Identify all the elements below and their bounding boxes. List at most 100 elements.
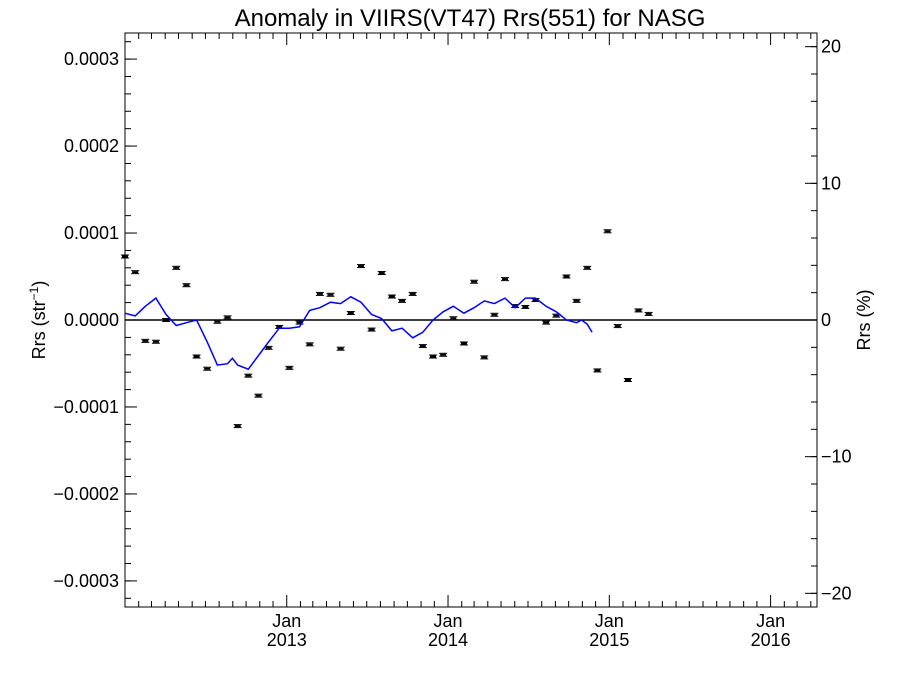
anomaly-marker xyxy=(543,321,550,324)
anomaly-marker xyxy=(512,305,519,308)
anomaly-point xyxy=(151,339,160,344)
anomaly-marker xyxy=(419,345,426,348)
anomaly-marker xyxy=(553,314,560,317)
anomaly-point xyxy=(131,270,140,275)
anomaly-marker xyxy=(132,271,139,274)
anomaly-marker xyxy=(224,316,231,319)
anomaly-point xyxy=(398,298,407,303)
left-tick-label: 0.0000 xyxy=(64,310,119,330)
anomaly-marker xyxy=(594,369,601,372)
anomaly-point xyxy=(285,365,294,370)
anomaly-point xyxy=(449,316,458,321)
x-tick-year: 2014 xyxy=(428,630,468,650)
right-tick-label: 20 xyxy=(821,37,841,57)
left-y-axis: 0.0003 0.0002 0.0001 0.0000 −0.0001 −0.0002 −0… xyxy=(53,41,137,599)
anomaly-point xyxy=(346,311,355,316)
anomaly-marker xyxy=(471,280,478,283)
anomaly-point xyxy=(480,355,489,360)
anomaly-point xyxy=(244,373,253,378)
anomaly-marker xyxy=(573,299,580,302)
anomaly-marker xyxy=(357,265,364,268)
anomaly-point xyxy=(121,254,129,259)
anomaly-marker xyxy=(122,255,128,258)
anomaly-point xyxy=(315,291,324,296)
x-tick-year: 2016 xyxy=(751,630,791,650)
anomaly-point xyxy=(367,327,376,332)
anomaly-point xyxy=(490,312,499,317)
anomaly-point xyxy=(254,393,263,398)
anomaly-point xyxy=(562,274,571,279)
x-tick-month: Jan xyxy=(756,611,785,631)
anomaly-marker xyxy=(163,319,170,321)
anomaly-marker xyxy=(563,275,570,278)
anomaly-marker xyxy=(152,340,159,343)
anomaly-marker xyxy=(388,295,395,298)
anomaly-marker xyxy=(306,343,313,346)
anomaly-marker xyxy=(584,266,591,269)
anomaly-point xyxy=(182,283,191,288)
anomaly-marker xyxy=(214,320,221,323)
anomaly-marker xyxy=(460,342,467,345)
anomaly-point xyxy=(141,338,150,343)
anomaly-marker xyxy=(378,272,385,275)
anomaly-point xyxy=(305,342,314,347)
anomaly-marker xyxy=(142,339,149,342)
anomaly-point xyxy=(356,264,365,269)
anomaly-marker xyxy=(327,293,334,296)
anomaly-marker xyxy=(532,298,539,301)
x-tick-month: Jan xyxy=(434,611,463,631)
anomaly-point xyxy=(326,292,335,297)
anomaly-point xyxy=(501,277,510,282)
chart-title: Anomaly in VIIRS(VT47) Rrs(551) for NASG xyxy=(235,5,706,32)
anomaly-point xyxy=(521,304,530,309)
anomaly-point xyxy=(542,320,551,325)
x-tick-month: Jan xyxy=(595,611,624,631)
percent-line xyxy=(124,295,593,371)
anomaly-point xyxy=(593,368,602,373)
anomaly-marker xyxy=(604,230,611,233)
anomaly-point xyxy=(203,366,212,371)
right-tick-label: −20 xyxy=(821,583,852,603)
anomaly-marker xyxy=(645,312,652,315)
anomaly-marker xyxy=(440,353,447,356)
percent-series-line xyxy=(124,295,593,371)
anomaly-marker xyxy=(368,328,375,331)
anomaly-point xyxy=(613,324,622,329)
anomaly-point xyxy=(459,341,468,346)
x-tick-year: 2015 xyxy=(589,630,629,650)
anomaly-point xyxy=(377,271,386,276)
anomaly-marker xyxy=(276,325,283,328)
right-tick-label: 10 xyxy=(821,173,841,193)
anomaly-marker xyxy=(204,367,211,370)
x-tick-month: Jan xyxy=(272,611,301,631)
left-tick-label: −0.0002 xyxy=(53,484,119,504)
anomaly-marker xyxy=(193,355,200,358)
anomaly-point xyxy=(572,298,581,303)
anomaly-marker xyxy=(450,317,457,320)
left-y-axis-label-superscript: −1 xyxy=(27,286,41,300)
anomaly-marker xyxy=(265,346,272,349)
right-tick-label: 0 xyxy=(821,310,831,330)
left-tick-label: 0.0002 xyxy=(64,136,119,156)
anomaly-marker xyxy=(286,366,293,369)
anomaly-point xyxy=(172,265,181,270)
anomaly-point xyxy=(603,229,612,234)
anomaly-point xyxy=(583,265,592,270)
anomaly-point xyxy=(192,354,201,359)
anomaly-marker xyxy=(173,266,180,269)
anomaly-marker xyxy=(183,284,190,287)
anomaly-point xyxy=(387,294,396,299)
right-y-axis: 20 10 0 −10 −20 xyxy=(805,37,852,603)
anomaly-marker xyxy=(337,347,344,350)
anomaly-marker xyxy=(296,321,303,324)
anomaly-point xyxy=(223,315,232,320)
anomaly-marker xyxy=(409,292,416,295)
anomaly-marker xyxy=(522,305,529,308)
left-tick-label: −0.0003 xyxy=(53,571,119,591)
left-tick-label: 0.0001 xyxy=(64,223,119,243)
anomaly-markers xyxy=(121,229,653,429)
anomaly-marker xyxy=(245,374,252,377)
anomaly-point xyxy=(418,344,427,349)
